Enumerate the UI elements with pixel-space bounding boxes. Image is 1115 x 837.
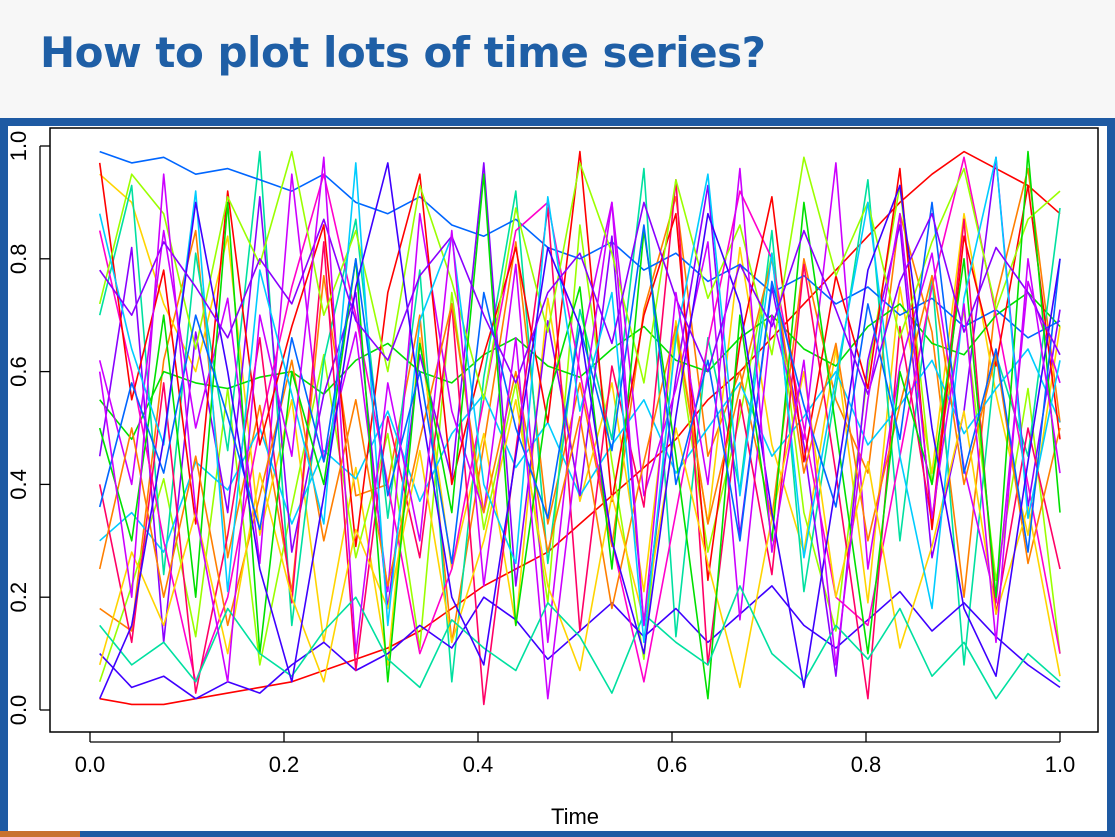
x-tick-label-1: 0.2 (269, 752, 300, 777)
series-line-10 (98, 156, 1061, 678)
slide-title: How to plot lots of time series? (40, 28, 766, 77)
y-tick-label-5: 1.0 (8, 131, 31, 162)
y-tick-label-0: 0.0 (8, 695, 31, 726)
plot-box (49, 127, 1099, 733)
series-line-16 (98, 370, 1061, 689)
x-tick-label-0: 0.0 (75, 752, 106, 777)
y-tick-label-2: 0.4 (8, 469, 31, 500)
y-tick-label-4: 0.8 (8, 244, 31, 275)
series-line-1 (99, 150, 1061, 706)
series-line-13 (98, 178, 1061, 706)
slide-header: How to plot lots of time series? (0, 0, 1115, 118)
x-tick-label-5: 1.0 (1045, 752, 1076, 777)
x-tick-label-4: 0.8 (851, 752, 882, 777)
series-line-6 (98, 150, 1061, 683)
series-line-3 (99, 173, 1061, 666)
series-line-23 (99, 201, 1061, 396)
x-tick-label-3: 0.6 (657, 752, 688, 777)
series-line-17 (98, 150, 1061, 401)
series-line-5 (99, 291, 1061, 441)
x-axis-label: Time (551, 804, 599, 829)
series-line-8 (99, 150, 1061, 339)
x-tick-label-2: 0.4 (463, 752, 494, 777)
series-line-22 (98, 162, 1061, 700)
series-line-14 (98, 150, 1061, 582)
series-line-11 (98, 162, 1061, 644)
y-tick-label-3: 0.6 (8, 356, 31, 387)
y-tick-label-1: 0.2 (8, 582, 31, 613)
series-line-19 (99, 585, 1061, 700)
series-line-20 (98, 156, 1061, 644)
series-line-15 (98, 258, 1061, 627)
chart-panel: 0.0 0.2 0.4 0.6 0.8 1.0 0.0 0.2 0.4 0.6 0.8 1.0 Time (8, 126, 1107, 831)
line-chart: 0.0 0.2 0.4 0.6 0.8 1.0 0.0 0.2 0.4 0.6 0.8 1.0 Time (8, 127, 1099, 829)
series-line-24 (98, 156, 1061, 700)
corner-accent (0, 831, 80, 837)
